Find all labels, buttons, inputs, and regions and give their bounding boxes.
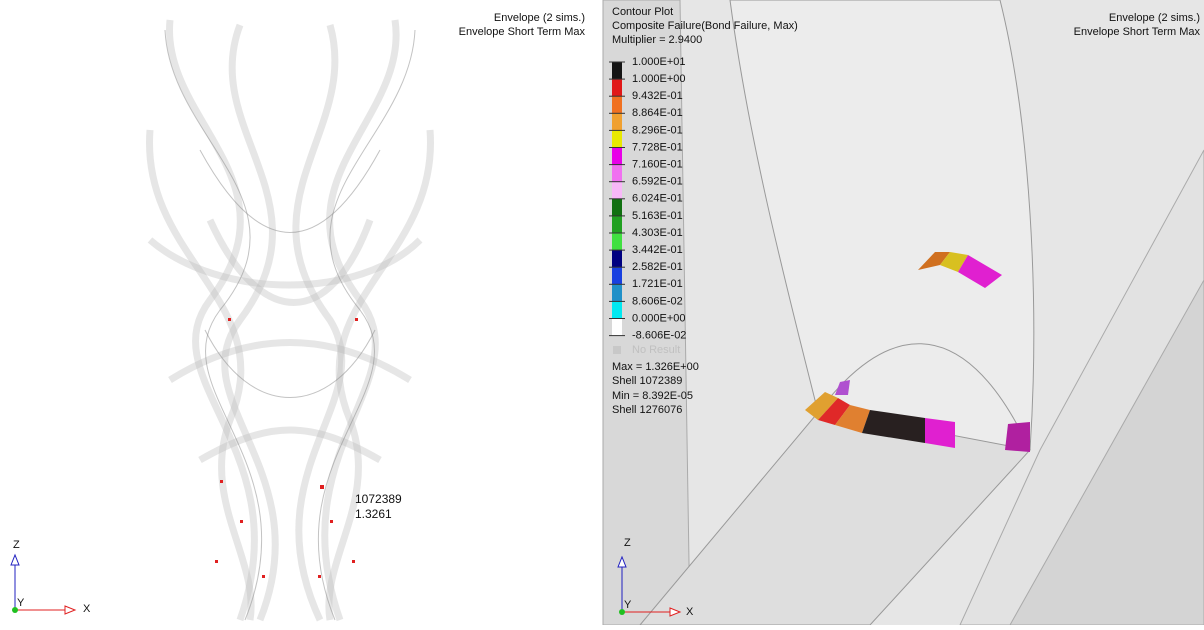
contour-multiplier: Multiplier = 2.9400 <box>612 34 702 46</box>
legend-label: 0.000E+00 <box>632 312 686 324</box>
legend-band <box>612 199 622 216</box>
header-line: Envelope Short Term Max <box>459 26 586 38</box>
legend-label: 6.592E-01 <box>632 176 683 188</box>
no-result-swatch <box>613 346 621 354</box>
legend-band <box>612 130 622 147</box>
legend-band <box>612 182 622 199</box>
axis-label: Y <box>17 597 25 609</box>
legend-label: 5.163E-01 <box>632 210 683 222</box>
legend-label: 4.303E-01 <box>632 227 683 239</box>
legend-label: 1.000E+01 <box>632 56 686 68</box>
legend-label: 1.721E-01 <box>632 278 683 290</box>
axis-label: Z <box>13 539 20 551</box>
viewport: Envelope (2 sims.) Envelope Short Term M… <box>0 0 1204 625</box>
header-line: Envelope (2 sims.) <box>1109 12 1200 24</box>
axis-label: X <box>83 603 91 615</box>
legend-band <box>612 148 622 165</box>
legend-label: 7.160E-01 <box>632 159 683 171</box>
legend-label: 8.606E-02 <box>632 295 683 307</box>
max-label: Max = 1.326E+00 <box>612 361 699 373</box>
legend-band <box>612 216 622 233</box>
legend-band <box>612 284 622 301</box>
axis-label: X <box>686 606 694 618</box>
legend-band <box>612 267 622 284</box>
legend-band <box>612 301 622 318</box>
legend-label: 8.864E-01 <box>632 107 683 119</box>
legend-label: 6.024E-01 <box>632 193 683 205</box>
legend-label: 3.442E-01 <box>632 244 683 256</box>
legend-band <box>612 165 622 182</box>
legend-label: 9.432E-01 <box>632 90 683 102</box>
min-label: Min = 8.392E-05 <box>612 390 693 402</box>
legend-band <box>612 250 622 267</box>
header-line: Envelope Short Term Max <box>1074 26 1201 38</box>
legend-band <box>612 319 622 336</box>
contour-legend: 1.000E+01 1.000E+00 9.432E-01 8.864E-01 8.29… <box>609 56 686 342</box>
legend-band <box>612 62 622 79</box>
header-line: Envelope (2 sims.) <box>494 12 585 24</box>
contour-subtitle: Composite Failure(Bond Failure, Max) <box>612 20 798 32</box>
legend-label: 8.296E-01 <box>632 124 683 136</box>
probe-id: 1072389 <box>355 492 402 506</box>
min-shell: Shell 1276076 <box>612 404 682 416</box>
legend-band <box>612 233 622 250</box>
legend-band <box>612 96 622 113</box>
max-shell: Shell 1072389 <box>612 375 682 387</box>
legend-label: -8.606E-02 <box>632 330 686 342</box>
contour-title: Contour Plot <box>612 6 673 18</box>
legend-band <box>612 113 622 130</box>
axis-label: Y <box>624 599 632 611</box>
probe-value: 1.3261 <box>355 507 392 521</box>
legend-label: 7.728E-01 <box>632 141 683 153</box>
legend-label: 2.582E-01 <box>632 261 683 273</box>
legend-band <box>612 79 622 96</box>
axis-label: Z <box>624 537 631 549</box>
no-result-label: No Result <box>632 344 680 356</box>
legend-label: 1.000E+00 <box>632 73 686 85</box>
